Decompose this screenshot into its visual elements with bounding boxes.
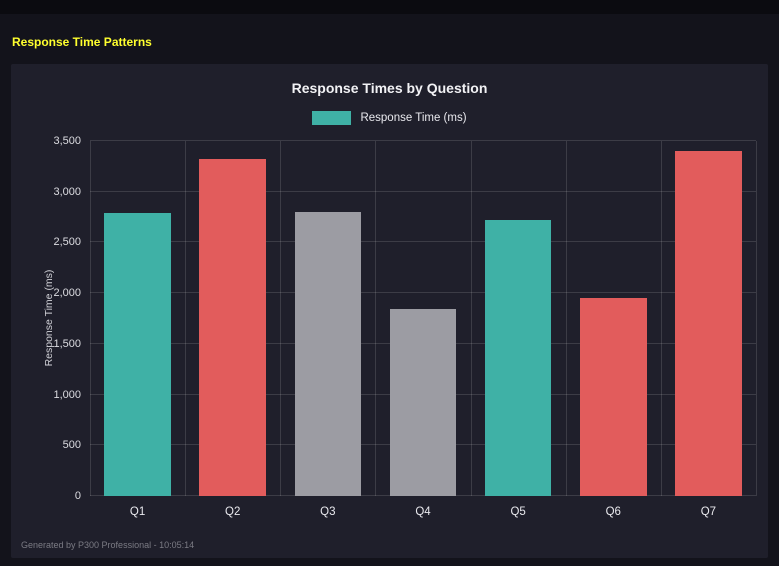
x-tick-label-q5: Q5	[510, 506, 526, 518]
gridline-horizontal	[90, 140, 756, 141]
legend-swatch	[312, 111, 352, 125]
x-tick-label-q1: Q1	[129, 506, 146, 518]
bar-q5[interactable]	[484, 220, 552, 496]
bar-q3[interactable]	[294, 212, 362, 496]
gridline-horizontal	[90, 241, 756, 243]
gridline-horizontal	[90, 190, 756, 192]
y-tick-label: 3,500	[53, 135, 81, 147]
gridline-vertical	[470, 141, 472, 496]
chart-legend[interactable]: Response Time (ms)	[11, 111, 768, 125]
gridline-vertical	[565, 141, 567, 496]
y-tick-label: 1,500	[53, 337, 81, 350]
y-tick-label: 2,500	[53, 236, 81, 249]
x-tick-label-q2: Q2	[225, 506, 241, 518]
y-tick-label: 2,000	[53, 287, 81, 300]
chart-panel: Response Times by Question Response Time…	[11, 64, 768, 558]
y-tick-label: 500	[62, 439, 81, 452]
footer-note: Generated by P300 Professional - 10:05:1…	[21, 540, 195, 550]
gridline-vertical	[375, 141, 377, 496]
gridline-vertical	[756, 141, 757, 496]
y-tick-label: 0	[74, 490, 81, 502]
page-title: Response Time Patterns	[12, 35, 152, 49]
bar-q4[interactable]	[389, 309, 457, 496]
x-axis-labels: Q1 Q2 Q3 Q4 Q5 Q6 Q7	[90, 506, 756, 524]
gridline-horizontal	[90, 292, 756, 294]
gridline-vertical	[280, 141, 282, 496]
x-tick-label-q3: Q3	[320, 506, 336, 518]
y-tick-label: 1,000	[53, 388, 81, 401]
x-tick-label-q6: Q6	[605, 506, 621, 518]
top-bar	[0, 0, 779, 14]
x-tick-label-q7: Q7	[700, 506, 717, 518]
bar-q2[interactable]	[199, 159, 266, 496]
gridline-vertical	[90, 141, 91, 496]
y-axis-title: Response Time (ms)	[43, 269, 55, 367]
chart-title: Response Times by Question	[291, 80, 488, 96]
legend-label: Response Time (ms)	[360, 112, 467, 124]
gridline-vertical	[185, 141, 187, 496]
y-tick-label: 3,000	[53, 185, 81, 198]
bar-q7[interactable]	[675, 151, 742, 496]
gridline-vertical	[660, 141, 662, 496]
bar-q1[interactable]	[104, 213, 171, 496]
x-tick-label-q4: Q4	[415, 506, 431, 518]
plot-area: 0 500 1,000 1,500 2,000 2,500 3,000 3,500	[53, 135, 757, 502]
bar-q6[interactable]	[579, 298, 647, 496]
